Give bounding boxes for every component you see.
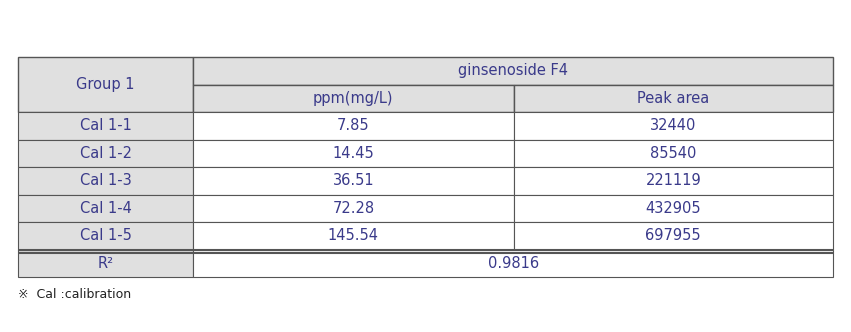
Text: 697955: 697955	[645, 228, 701, 243]
Bar	[18, 112, 193, 139]
Bar	[18, 222, 193, 250]
Bar	[18, 195, 193, 222]
Bar	[193, 112, 513, 139]
Text: ginsenoside F4: ginsenoside F4	[458, 63, 568, 78]
Bar	[18, 139, 193, 167]
Bar	[513, 85, 833, 112]
Bar	[193, 85, 513, 112]
Text: ※  Cal :calibration: ※ Cal :calibration	[18, 288, 131, 300]
Text: R²: R²	[98, 256, 114, 271]
Bar	[513, 195, 833, 222]
Text: 0.9816: 0.9816	[488, 256, 539, 271]
Text: 221119: 221119	[645, 173, 701, 188]
Text: 32440: 32440	[650, 118, 696, 133]
Bar	[513, 139, 833, 167]
Bar	[193, 57, 833, 85]
Text: Cal 1-5: Cal 1-5	[80, 228, 132, 243]
Text: 72.28: 72.28	[332, 201, 374, 216]
Text: 85540: 85540	[650, 146, 696, 161]
Bar	[513, 222, 833, 250]
Text: 432905: 432905	[645, 201, 701, 216]
Bar	[193, 250, 833, 277]
Bar	[18, 250, 193, 277]
Text: Cal 1-1: Cal 1-1	[80, 118, 132, 133]
Text: Group 1: Group 1	[77, 77, 134, 92]
Text: 145.54: 145.54	[328, 228, 379, 243]
Text: Peak area: Peak area	[637, 91, 710, 106]
Text: Cal 1-4: Cal 1-4	[80, 201, 132, 216]
Text: 7.85: 7.85	[337, 118, 369, 133]
Bar	[513, 167, 833, 195]
Text: ppm(mg/L): ppm(mg/L)	[313, 91, 394, 106]
Bar	[18, 57, 193, 112]
Bar	[18, 167, 193, 195]
Bar	[193, 195, 513, 222]
Bar	[513, 112, 833, 139]
Bar	[193, 167, 513, 195]
Text: 36.51: 36.51	[333, 173, 374, 188]
Bar	[193, 222, 513, 250]
Bar	[193, 139, 513, 167]
Text: Cal 1-2: Cal 1-2	[80, 146, 132, 161]
Text: Cal 1-3: Cal 1-3	[80, 173, 132, 188]
Text: 14.45: 14.45	[333, 146, 374, 161]
